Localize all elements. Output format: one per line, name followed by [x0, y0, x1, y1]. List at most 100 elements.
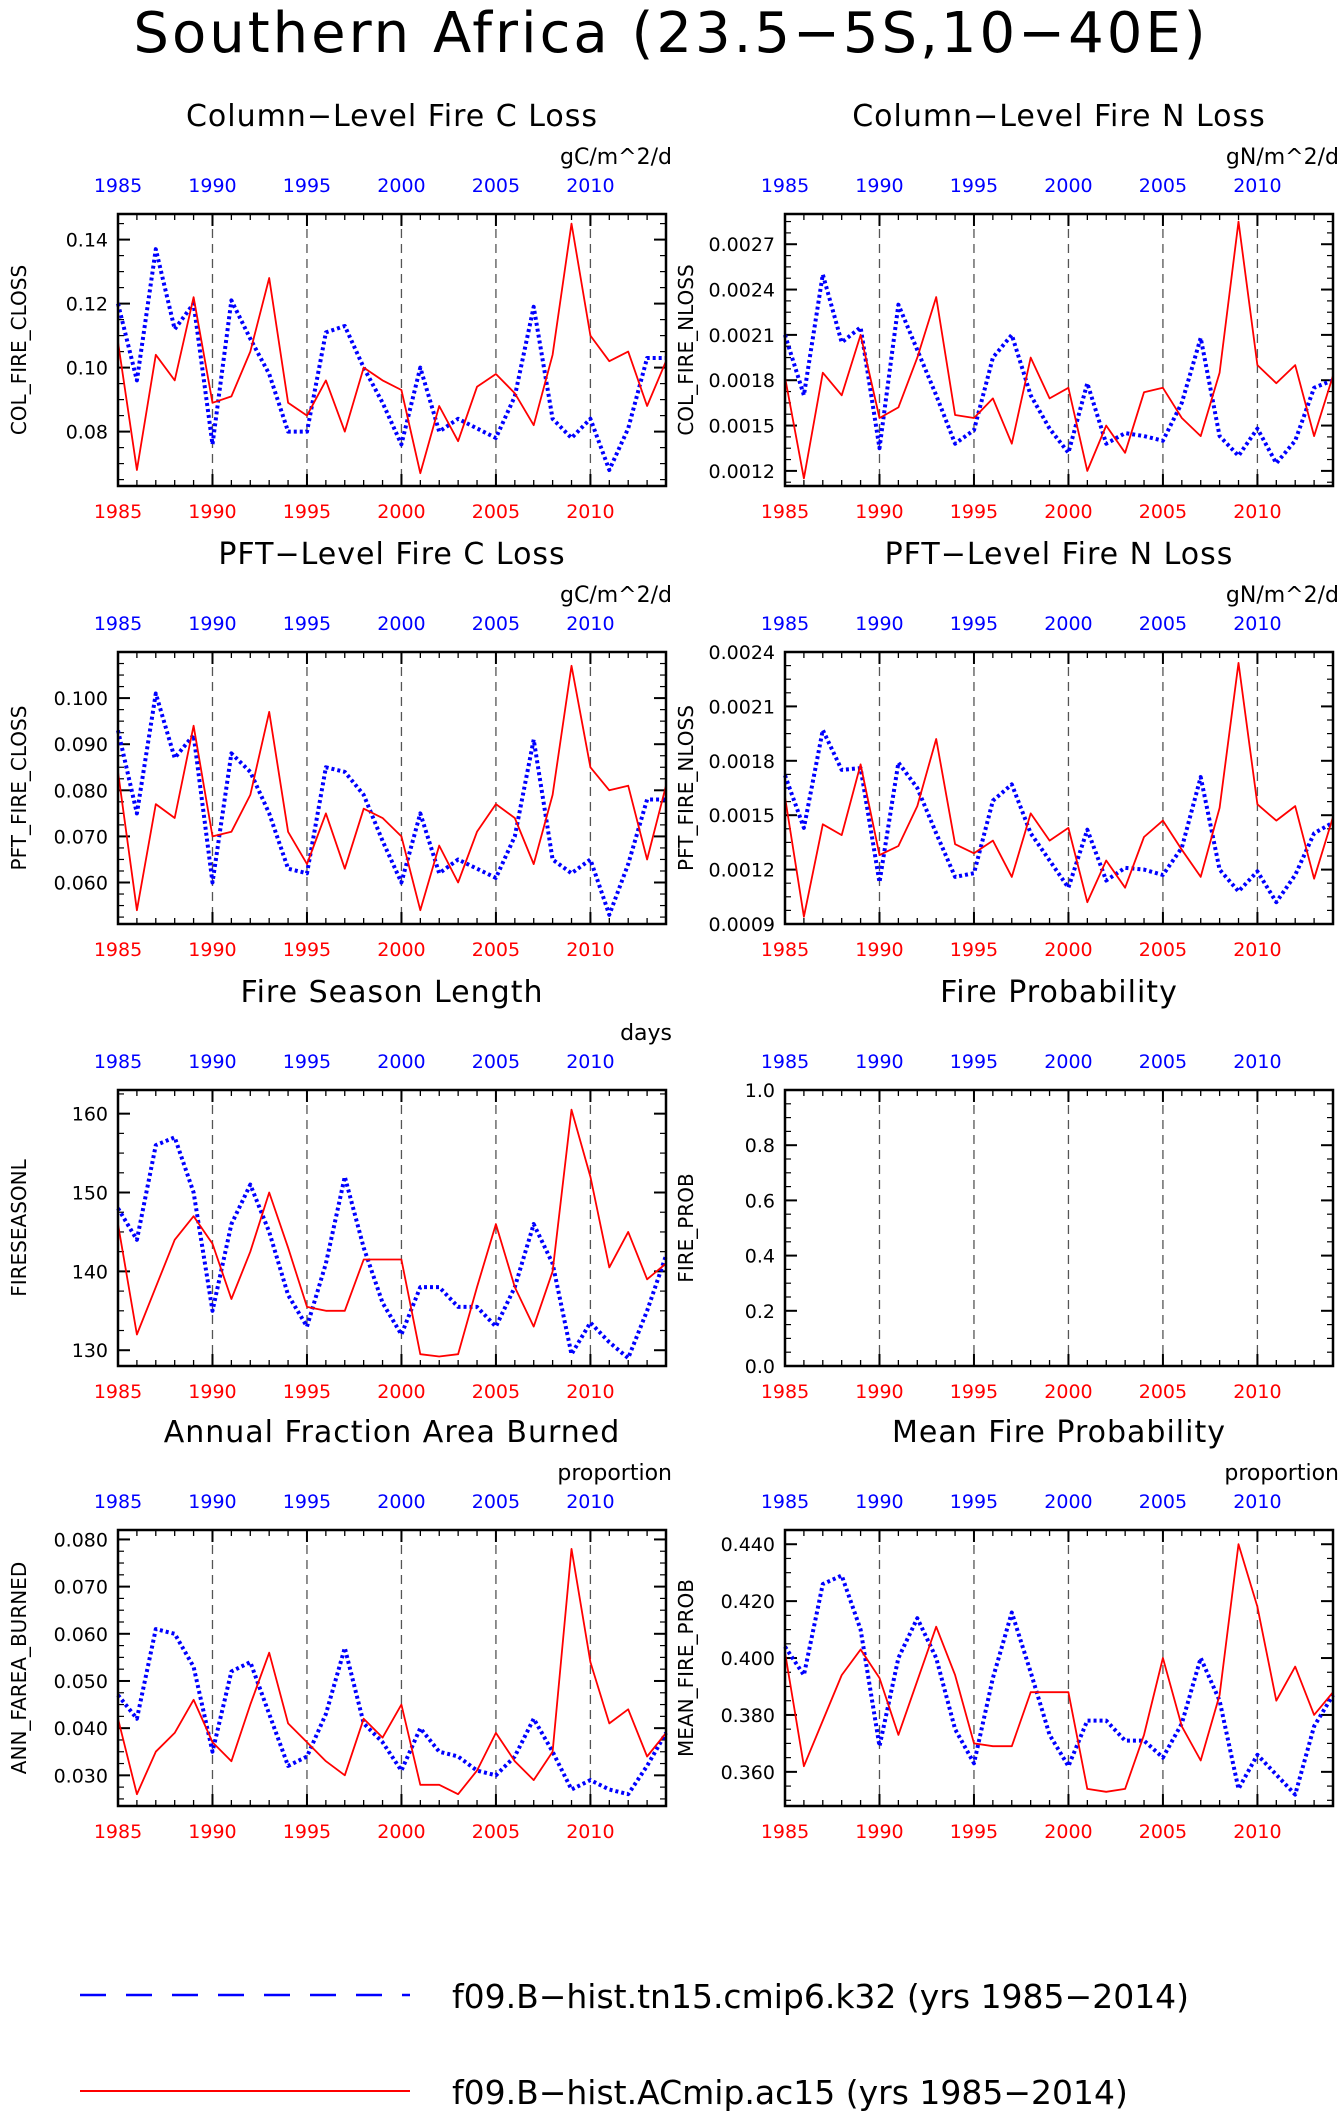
- x-tick-label-top: 1985: [761, 1051, 809, 1073]
- chart-panel-6: Fire Probability 1985 1985 1990 1990 1995 1995…: [674, 975, 1335, 1403]
- x-tick-label-top: 2010: [1233, 1491, 1281, 1513]
- x-tick-label-bottom: 2010: [566, 939, 614, 961]
- y-tick-label: 0.08: [66, 422, 108, 444]
- x-tick-label-top: 2010: [1233, 1051, 1281, 1073]
- x-tick-label-top: 1990: [855, 613, 903, 635]
- y-tick-label: 0.4: [745, 1246, 775, 1268]
- x-tick-label-top: 2000: [1044, 1051, 1092, 1073]
- chart-panel-8: Mean Fire Probability proportion 1985 1985 1…: [674, 1415, 1339, 1843]
- y-tick-label: 0.0012: [709, 860, 775, 882]
- x-tick-label-bottom: 2000: [1044, 939, 1092, 961]
- x-tick-label-top: 1985: [761, 175, 809, 197]
- x-tick-label-top: 1990: [188, 613, 236, 635]
- x-tick-label-top: 1985: [94, 1051, 142, 1073]
- y-tick-label: 0.0024: [709, 280, 775, 302]
- series-line-red: [784, 1543, 1334, 1793]
- y-tick-label: 0.040: [54, 1718, 108, 1740]
- x-tick-label-bottom: 2000: [377, 501, 425, 523]
- x-tick-label-bottom: 1995: [283, 1821, 331, 1843]
- y-axis-label: COL_FIRE_NLOSS: [674, 264, 698, 435]
- x-tick-label-top: 2005: [472, 1491, 520, 1513]
- series-line-blue: [116, 1135, 668, 1361]
- x-tick-label-bottom: 1990: [188, 501, 236, 523]
- chart-panels: Column−Level Fire C Loss gC/m^2/d 1985 1985…: [7, 99, 1339, 1843]
- y-tick-label: 0.080: [54, 1529, 108, 1551]
- y-axis-label: MEAN_FIRE_PROB: [674, 1579, 698, 1757]
- y-tick-label: 0.6: [745, 1190, 775, 1212]
- x-tick-label-top: 2000: [377, 1491, 425, 1513]
- x-tick-label-bottom: 2005: [1139, 939, 1187, 961]
- chart-panel-1: Column−Level Fire C Loss gC/m^2/d 1985 1985…: [7, 99, 672, 523]
- chart-panel-5: Fire Season Length days 1985 1985 1990 1990 19…: [7, 975, 672, 1403]
- series-line-red: [117, 1548, 667, 1796]
- x-tick-label-top: 1990: [188, 175, 236, 197]
- x-tick-label-top: 2010: [1233, 613, 1281, 635]
- panel-units: gN/m^2/d: [1226, 145, 1339, 170]
- x-tick-label-bottom: 1985: [94, 939, 142, 961]
- x-tick-label-bottom: 2005: [1139, 1381, 1187, 1403]
- x-tick-label-top: 2005: [1139, 175, 1187, 197]
- x-tick-label-top: 2005: [472, 613, 520, 635]
- x-tick-label-top: 1990: [855, 1051, 903, 1073]
- chart-panel-7: Annual Fraction Area Burned proportion 198…: [7, 1415, 672, 1843]
- y-tick-label: 0.0024: [709, 642, 775, 664]
- y-axis-label: FIRE_PROB: [674, 1173, 698, 1282]
- y-tick-label: 0.420: [721, 1591, 775, 1613]
- chart-panel-4: PFT−Level Fire N Loss gN/m^2/d 1985 1985 199…: [674, 537, 1339, 961]
- x-tick-label-top: 2010: [566, 1051, 614, 1073]
- plot-frame: [783, 212, 1335, 488]
- x-tick-label-top: 1990: [188, 1051, 236, 1073]
- x-tick-label-top: 2005: [472, 1051, 520, 1073]
- panel-title: Fire Season Length: [241, 975, 544, 1010]
- x-tick-label-bottom: 1995: [950, 1821, 998, 1843]
- chart-panel-2: Column−Level Fire N Loss gN/m^2/d 1985 1985…: [674, 99, 1339, 523]
- x-tick-label-bottom: 1990: [188, 939, 236, 961]
- panel-units: gN/m^2/d: [1226, 583, 1339, 608]
- series-line-red: [784, 220, 1334, 480]
- x-tick-label-bottom: 2010: [566, 1381, 614, 1403]
- y-tick-label: 160: [72, 1104, 108, 1126]
- x-tick-label-top: 2005: [1139, 1491, 1187, 1513]
- x-tick-label-bottom: 1995: [950, 501, 998, 523]
- x-tick-label-bottom: 2005: [1139, 501, 1187, 523]
- y-tick-label: 0.060: [54, 873, 108, 895]
- x-tick-label-bottom: 1985: [761, 501, 809, 523]
- y-tick-label: 0.100: [54, 688, 108, 710]
- x-tick-label-top: 2000: [377, 1051, 425, 1073]
- x-tick-label-top: 1995: [283, 175, 331, 197]
- y-axis-label: ANN_FAREA_BURNED: [7, 1562, 31, 1774]
- x-tick-label-bottom: 1995: [950, 1381, 998, 1403]
- x-tick-label-bottom: 1985: [94, 1381, 142, 1403]
- x-tick-label-bottom: 2010: [1233, 1821, 1281, 1843]
- y-tick-label: 0.380: [721, 1705, 775, 1727]
- y-tick-label: 140: [72, 1261, 108, 1283]
- y-tick-label: 0.0009: [709, 914, 775, 936]
- x-tick-label-top: 1990: [855, 175, 903, 197]
- series-line-red: [117, 1108, 667, 1358]
- x-tick-label-bottom: 1995: [283, 501, 331, 523]
- x-tick-label-top: 2000: [377, 613, 425, 635]
- x-tick-label-top: 1995: [283, 1491, 331, 1513]
- x-tick-label-bottom: 2000: [377, 1821, 425, 1843]
- series-line-blue: [783, 728, 1334, 905]
- main-title: Southern Africa (23.5−5S,10−40E): [133, 1, 1208, 66]
- series-line-red: [117, 222, 667, 475]
- y-tick-label: 0.2: [745, 1301, 775, 1323]
- panel-title: Mean Fire Probability: [892, 1415, 1226, 1450]
- chart-panel-3: PFT−Level Fire C Loss gC/m^2/d 1985 1985 199…: [7, 537, 672, 961]
- legend: f09.B−hist.tn15.cmip6.k32 (yrs 1985−2014…: [80, 1977, 1189, 2112]
- x-tick-label-top: 2010: [566, 1491, 614, 1513]
- x-tick-label-bottom: 1985: [94, 501, 142, 523]
- y-tick-label: 0.0021: [709, 696, 775, 718]
- panel-title: Column−Level Fire C Loss: [186, 99, 598, 134]
- x-tick-label-top: 1995: [950, 1051, 998, 1073]
- x-tick-label-bottom: 2005: [472, 1821, 520, 1843]
- plot-frame: [116, 1528, 668, 1808]
- series-line-blue: [783, 1573, 1335, 1797]
- x-tick-label-top: 2010: [566, 613, 614, 635]
- x-tick-label-top: 1995: [950, 175, 998, 197]
- x-tick-label-top: 2000: [1044, 175, 1092, 197]
- x-tick-label-top: 1990: [188, 1491, 236, 1513]
- x-tick-label-top: 1990: [855, 1491, 903, 1513]
